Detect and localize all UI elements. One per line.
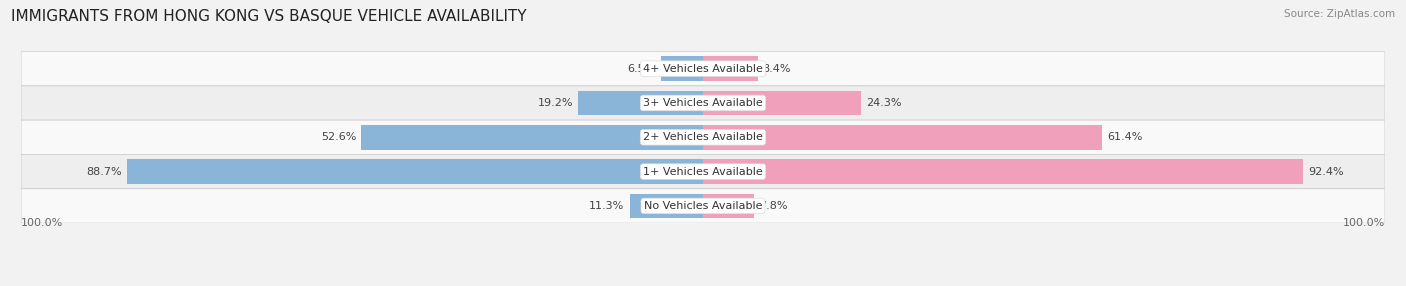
Text: 8.4%: 8.4% [762,64,792,74]
Bar [578,91,703,115]
Text: 1+ Vehicles Available: 1+ Vehicles Available [643,167,763,176]
Bar [127,159,703,184]
Text: 92.4%: 92.4% [1308,167,1344,176]
Bar [703,125,1102,150]
Text: IMMIGRANTS FROM HONG KONG VS BASQUE VEHICLE AVAILABILITY: IMMIGRANTS FROM HONG KONG VS BASQUE VEHI… [11,9,527,23]
Bar [703,56,758,81]
FancyBboxPatch shape [21,120,1385,154]
Text: 24.3%: 24.3% [866,98,901,108]
Text: 7.8%: 7.8% [759,201,787,211]
Bar [661,56,703,81]
Text: 100.0%: 100.0% [21,218,63,228]
Text: 2+ Vehicles Available: 2+ Vehicles Available [643,132,763,142]
Text: 52.6%: 52.6% [321,132,356,142]
Text: 6.5%: 6.5% [627,64,655,74]
Text: 19.2%: 19.2% [537,98,574,108]
Text: 61.4%: 61.4% [1107,132,1142,142]
Bar [361,125,703,150]
Text: 88.7%: 88.7% [86,167,122,176]
Bar [703,194,754,218]
Text: 100.0%: 100.0% [1343,218,1385,228]
Text: 4+ Vehicles Available: 4+ Vehicles Available [643,64,763,74]
Text: No Vehicles Available: No Vehicles Available [644,201,762,211]
Bar [703,159,1303,184]
FancyBboxPatch shape [21,51,1385,86]
Bar [630,194,703,218]
Text: 3+ Vehicles Available: 3+ Vehicles Available [643,98,763,108]
Bar [703,91,860,115]
FancyBboxPatch shape [21,189,1385,223]
FancyBboxPatch shape [21,86,1385,120]
FancyBboxPatch shape [21,154,1385,189]
Text: 11.3%: 11.3% [589,201,624,211]
Text: Source: ZipAtlas.com: Source: ZipAtlas.com [1284,9,1395,19]
